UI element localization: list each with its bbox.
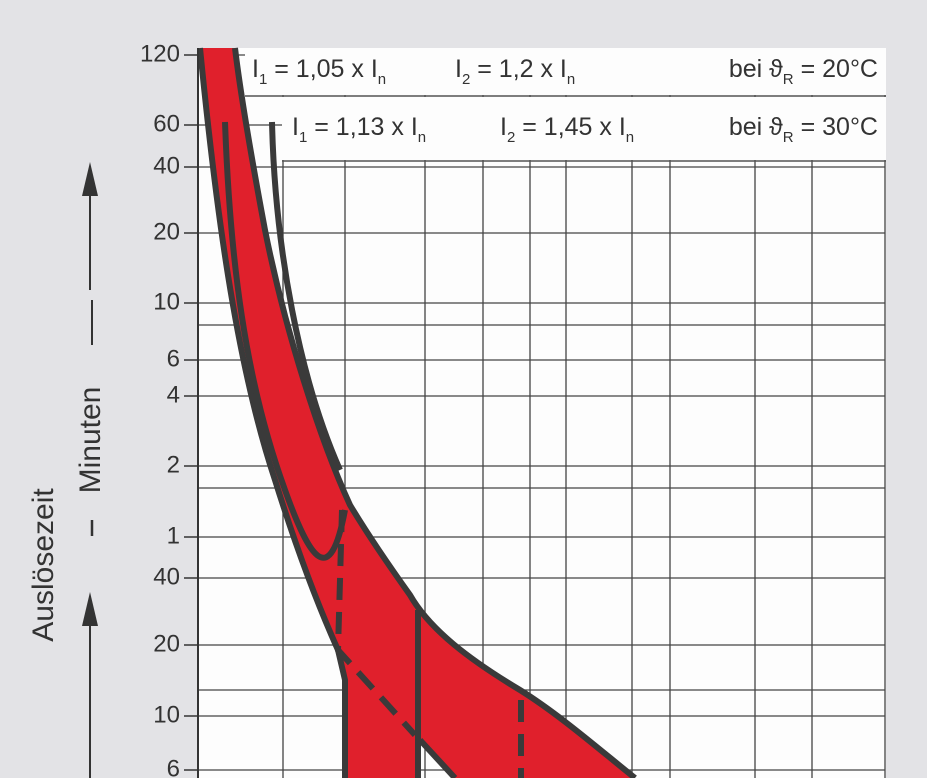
y-tick-label: 40 (153, 563, 180, 590)
y-tick-label: 2 (167, 451, 180, 478)
subscript: R (783, 71, 794, 88)
y-tick-label: 20 (153, 630, 180, 657)
legend-row-bg (245, 48, 886, 95)
y-tick-label: 40 (153, 152, 180, 179)
subscript: 1 (299, 129, 307, 146)
y-tick-label: 4 (167, 381, 180, 408)
legend-entry: I2 = 1,2 x In (455, 55, 575, 88)
legend-text: = 20°C (794, 55, 878, 83)
legend-text: = 1,2 x I (470, 55, 567, 83)
axis-title: Auslösezeit (27, 488, 60, 642)
y-tick-label: 120 (140, 40, 180, 67)
legend-text: = 1,13 x I (307, 113, 418, 141)
y-tick-label: 60 (153, 110, 180, 137)
legend-text: = 1,05 x I (267, 55, 378, 83)
y-axis: 120 60 40 20 10 6 4 2 1 40 20 10 6 (140, 40, 199, 778)
legend-text: I (292, 113, 299, 141)
legend-row-bg (282, 97, 886, 160)
y-tick-label: 20 (153, 218, 180, 245)
arrow-head (82, 162, 98, 196)
subscript: R (783, 129, 794, 146)
legend-text: bei ϑ (729, 113, 783, 141)
subscript: n (378, 71, 386, 88)
legend-text: bei ϑ (729, 55, 783, 83)
subscript: n (418, 129, 426, 146)
axis-unit: Minuten (74, 387, 107, 494)
legend: I1 = 1,05 x In I2 = 1,2 x In bei ϑR = 20°C… (252, 55, 878, 146)
subscript: n (626, 129, 634, 146)
subscript: 2 (462, 71, 470, 88)
legend-entry: I1 = 1,05 x In (252, 55, 386, 88)
legend-entry: I2 = 1,45 x In (500, 113, 634, 146)
y-tick-label: 1 (167, 522, 180, 549)
legend-entry: bei ϑR = 30°C (729, 113, 878, 146)
legend-entry: bei ϑR = 20°C (729, 55, 878, 88)
legend-text: = 1,45 x I (515, 113, 626, 141)
grid (197, 48, 886, 778)
y-tick-label: 6 (167, 755, 180, 778)
y-tick-label: 6 (167, 345, 180, 372)
legend-text: I (252, 55, 259, 83)
subscript: 1 (259, 71, 267, 88)
legend-text: = 30°C (794, 113, 878, 141)
legend-entry: I1 = 1,13 x In (292, 113, 426, 146)
y-tick-label: 10 (153, 701, 180, 728)
subscript: 2 (507, 129, 515, 146)
arrow-head (82, 592, 98, 626)
curves (197, 47, 637, 778)
legend-text: I (455, 55, 462, 83)
subscript: n (567, 71, 575, 88)
legend-text: I (500, 113, 507, 141)
y-tick-label: 10 (153, 288, 180, 315)
